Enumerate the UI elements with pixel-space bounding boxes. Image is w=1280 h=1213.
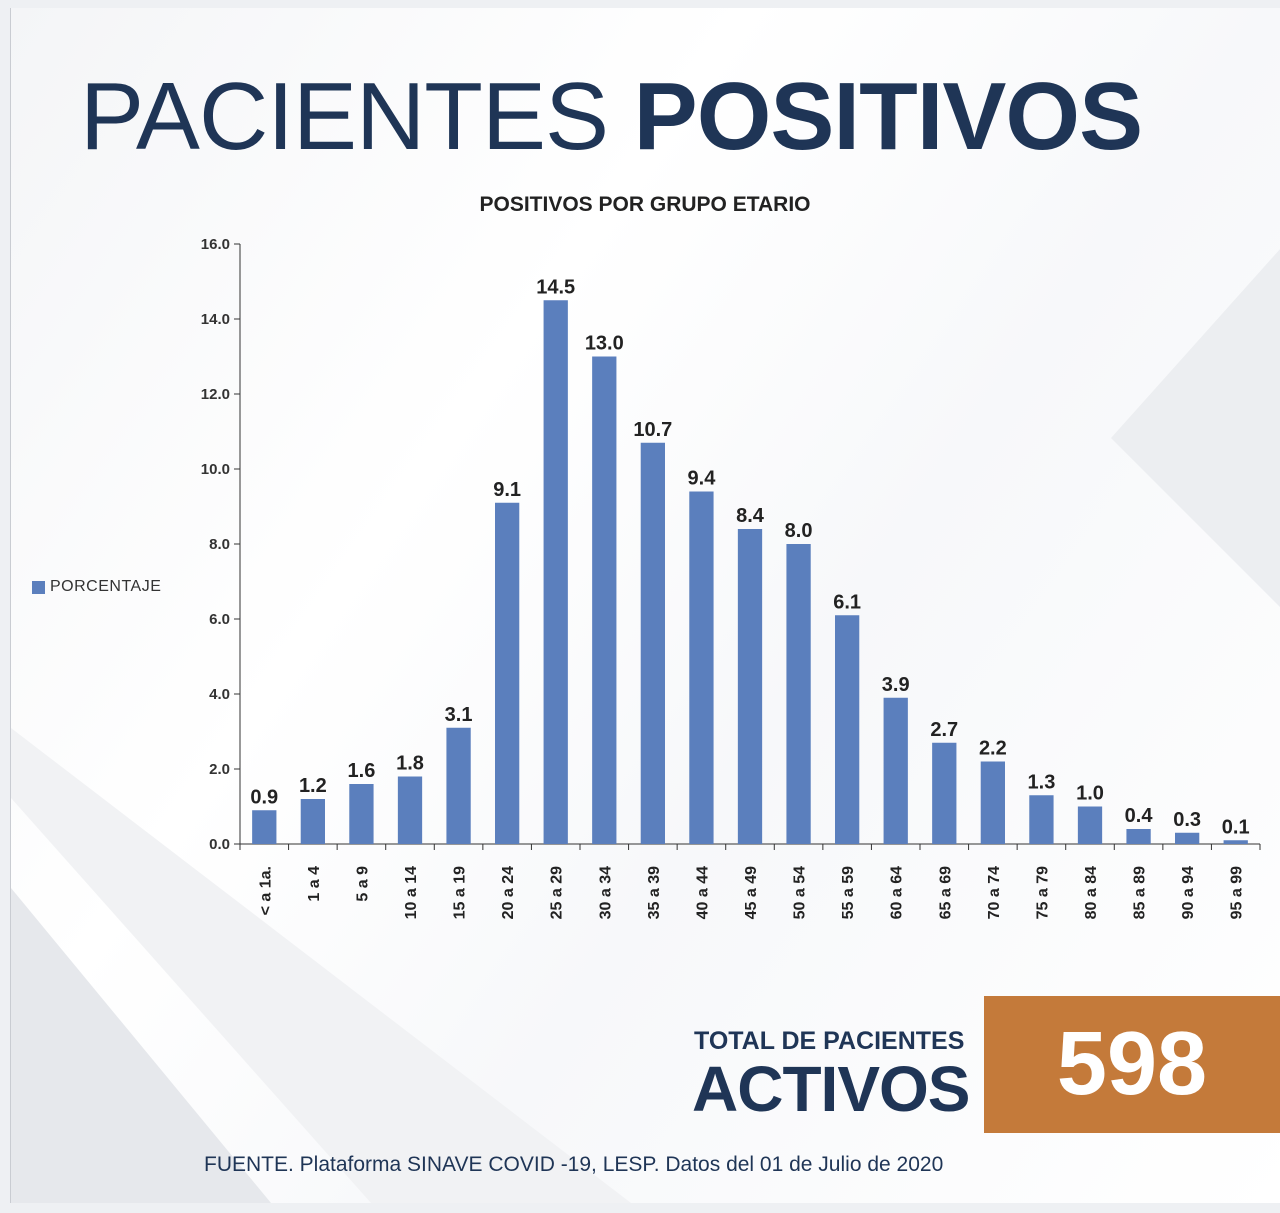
x-tick-label: 60 a 64 [889, 866, 906, 919]
x-tick-label: 35 a 39 [646, 866, 663, 919]
bar [1223, 840, 1248, 844]
y-tick-label: 10.0 [201, 461, 230, 478]
x-tick-label: 1 a 4 [306, 866, 323, 902]
y-tick-label: 14.0 [201, 311, 230, 328]
x-tick-label: 75 a 79 [1034, 866, 1051, 919]
data-label: 1.0 [1076, 783, 1104, 805]
data-label: 14.5 [536, 276, 575, 298]
x-tick-label: 5 a 9 [354, 866, 371, 902]
total-value: 598 [1056, 1014, 1208, 1114]
bar [252, 810, 277, 844]
data-label: 8.4 [736, 505, 765, 527]
total-big-label: ACTIVOS [692, 1053, 970, 1125]
data-label: 13.0 [585, 333, 624, 355]
data-label: 9.4 [688, 468, 717, 490]
data-label: 1.3 [1028, 771, 1056, 793]
data-label: 9.1 [493, 479, 521, 501]
data-label: 0.4 [1125, 805, 1154, 827]
bar [932, 742, 957, 844]
bar [980, 761, 1005, 844]
total-label: TOTAL DE PACIENTES [694, 1027, 965, 1055]
bar [349, 784, 374, 844]
title-light: PACIENTES [80, 63, 634, 170]
legend-swatch [32, 580, 45, 594]
x-tick-label: 55 a 59 [840, 866, 857, 919]
data-label: 8.0 [785, 520, 813, 542]
data-label: 2.2 [979, 738, 1007, 760]
data-label: 6.1 [833, 591, 861, 613]
x-tick-label: < a 1a. [257, 866, 274, 915]
bar [689, 491, 714, 844]
x-tick-label: 30 a 34 [597, 866, 614, 919]
bar [397, 776, 423, 844]
bar [1029, 795, 1054, 844]
x-tick-label: 85 a 89 [1132, 866, 1149, 919]
x-tick-label: 15 a 19 [452, 866, 469, 919]
bar [786, 544, 811, 844]
bar [1175, 832, 1200, 844]
bar [446, 727, 471, 844]
chart-legend: PORCENTAJE [32, 578, 161, 596]
legend-label: PORCENTAJE [50, 578, 162, 595]
data-label: 1.2 [299, 775, 327, 797]
data-label: 0.1 [1222, 816, 1250, 838]
bar [543, 300, 568, 844]
total-value-box: 598 [984, 996, 1280, 1133]
x-tick-label: 25 a 29 [549, 866, 566, 919]
bar [737, 529, 763, 844]
background-decoration [11, 249, 1280, 1203]
data-label: 1.8 [396, 753, 424, 775]
y-tick-label: 0.0 [209, 836, 230, 853]
infographic-frame [10, 8, 1280, 1203]
x-tick-label: 95 a 99 [1229, 866, 1246, 919]
title-bold: POSITIVOS [633, 63, 1143, 170]
data-label: 3.1 [445, 704, 473, 726]
x-tick-label: 90 a 94 [1180, 866, 1197, 919]
bar [835, 615, 860, 844]
x-tick-label: 80 a 84 [1083, 866, 1100, 919]
x-tick-label: 70 a 74 [986, 866, 1003, 919]
data-label: 2.7 [930, 719, 958, 741]
y-tick-label: 4.0 [209, 686, 230, 703]
bar [495, 502, 520, 844]
bar [592, 356, 617, 844]
bar [640, 442, 665, 844]
x-tick-label: 45 a 49 [743, 866, 760, 919]
bar [1126, 829, 1151, 844]
x-tick-label: 40 a 44 [694, 866, 711, 919]
page-title: PACIENTES POSITIVOS [80, 62, 1143, 172]
y-tick-label: 6.0 [209, 611, 230, 628]
y-tick-label: 16.0 [201, 236, 230, 253]
y-tick-label: 8.0 [209, 536, 230, 553]
x-tick-label: 10 a 14 [403, 866, 420, 919]
bar [883, 697, 908, 844]
data-label: 3.9 [882, 674, 910, 696]
x-tick-label: 65 a 69 [937, 866, 954, 919]
x-tick-label: 20 a 24 [500, 866, 517, 919]
y-tick-label: 2.0 [209, 761, 230, 778]
bar-chart: 0.0 2.0 4.0 6.0 8.0 10.0 12.0 14.0 16.0 0.9 < a 1a… [201, 236, 1261, 919]
data-label: 1.6 [348, 760, 376, 782]
data-label: 10.7 [633, 419, 672, 441]
bar [1077, 806, 1103, 844]
source-note: FUENTE. Plataforma SINAVE COVID -19, LES… [204, 1153, 944, 1176]
x-tick-label: 50 a 54 [792, 866, 809, 919]
data-label: 0.3 [1173, 809, 1201, 831]
data-label: 0.9 [250, 786, 278, 808]
y-tick-label: 12.0 [201, 386, 230, 403]
bar [300, 799, 325, 844]
chart-title: POSITIVOS POR GRUPO ETARIO [479, 193, 811, 216]
